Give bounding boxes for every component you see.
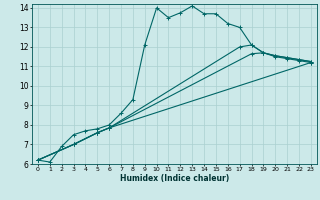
X-axis label: Humidex (Indice chaleur): Humidex (Indice chaleur) <box>120 174 229 183</box>
